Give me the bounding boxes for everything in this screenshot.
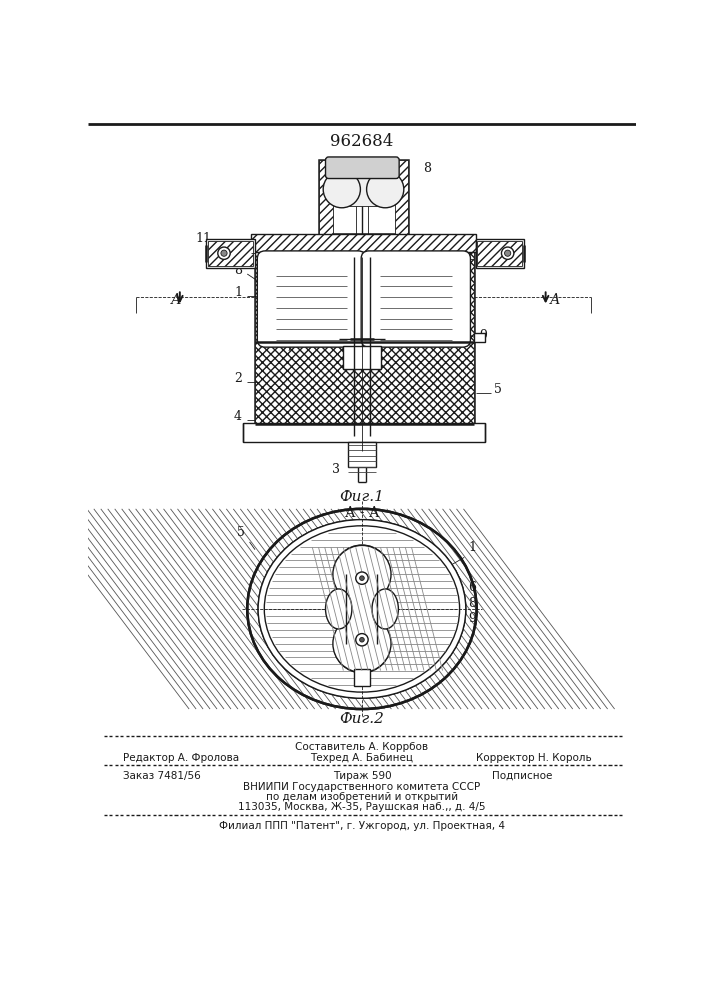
- Text: Техред А. Бабинец: Техред А. Бабинец: [310, 753, 414, 763]
- Ellipse shape: [264, 526, 460, 692]
- Text: 2: 2: [234, 372, 242, 385]
- Text: 113035, Москва, Ж-35, Раушская наб.,, д. 4/5: 113035, Москва, Ж-35, Раушская наб.,, д.…: [238, 802, 486, 812]
- Bar: [358, 256, 369, 343]
- Text: 1: 1: [234, 286, 242, 299]
- Text: Подписное: Подписное: [492, 771, 553, 781]
- Bar: [348, 442, 376, 466]
- Text: 962684: 962684: [330, 133, 394, 150]
- Bar: [349, 572, 374, 646]
- Bar: [341, 172, 385, 206]
- Text: 6: 6: [468, 581, 476, 594]
- Text: Тираж 590: Тираж 590: [332, 771, 391, 781]
- Circle shape: [367, 171, 404, 208]
- Text: А: А: [549, 293, 560, 307]
- Bar: [206, 239, 255, 268]
- Bar: [477, 241, 522, 266]
- Bar: [346, 574, 378, 644]
- FancyBboxPatch shape: [257, 251, 366, 347]
- Bar: [395, 160, 409, 234]
- Text: 7: 7: [286, 341, 294, 354]
- Bar: [476, 239, 524, 268]
- Circle shape: [505, 250, 510, 256]
- Text: ВНИИПИ Государственного комитета СССР: ВНИИПИ Государственного комитета СССР: [243, 782, 481, 792]
- Text: Корректор Н. Король: Корректор Н. Король: [476, 753, 592, 763]
- Text: 5: 5: [237, 526, 245, 539]
- Bar: [255, 252, 265, 343]
- Ellipse shape: [258, 520, 466, 698]
- Text: Заказ 7481/56: Заказ 7481/56: [123, 771, 201, 781]
- Text: 10: 10: [325, 221, 341, 234]
- Text: Фиг.1: Фиг.1: [339, 490, 385, 504]
- FancyBboxPatch shape: [361, 251, 470, 347]
- Bar: [243, 423, 485, 442]
- Text: 11: 11: [195, 232, 211, 245]
- Text: 4: 4: [234, 410, 242, 423]
- Ellipse shape: [329, 592, 352, 626]
- Circle shape: [360, 637, 364, 642]
- Ellipse shape: [247, 509, 477, 709]
- Text: 8: 8: [423, 162, 431, 175]
- Text: 5: 5: [493, 383, 501, 396]
- Circle shape: [356, 572, 368, 584]
- Bar: [320, 160, 333, 234]
- Bar: [243, 423, 485, 442]
- Ellipse shape: [325, 589, 352, 629]
- Bar: [474, 333, 485, 342]
- Text: Составитель А. Коррбов: Составитель А. Коррбов: [296, 742, 428, 752]
- Text: 9: 9: [468, 612, 476, 625]
- Ellipse shape: [372, 592, 395, 626]
- Ellipse shape: [334, 545, 390, 599]
- Circle shape: [323, 171, 361, 208]
- Bar: [208, 241, 253, 266]
- Ellipse shape: [333, 615, 391, 672]
- Text: Фиг.2: Фиг.2: [339, 712, 385, 726]
- Text: по делам изобретений и открытий: по делам изобретений и открытий: [266, 792, 458, 802]
- Text: 9: 9: [479, 329, 488, 342]
- Circle shape: [501, 247, 514, 259]
- Text: 3: 3: [332, 463, 340, 476]
- Bar: [255, 342, 474, 423]
- Text: А: А: [171, 293, 182, 307]
- Bar: [343, 346, 381, 369]
- Bar: [462, 252, 474, 343]
- Text: 1: 1: [468, 541, 476, 554]
- Ellipse shape: [333, 545, 391, 603]
- Bar: [255, 252, 474, 259]
- Text: 8: 8: [234, 264, 242, 277]
- FancyBboxPatch shape: [325, 157, 399, 179]
- Text: Филиал ППП "Патент", г. Ужгород, ул. Проектная, 4: Филиал ППП "Патент", г. Ужгород, ул. Про…: [219, 821, 505, 831]
- Circle shape: [221, 250, 227, 256]
- Text: Редактор А. Фролова: Редактор А. Фролова: [123, 753, 240, 763]
- Bar: [474, 333, 485, 342]
- Bar: [320, 160, 409, 234]
- Ellipse shape: [334, 619, 390, 673]
- Circle shape: [356, 634, 368, 646]
- Circle shape: [218, 247, 230, 259]
- Ellipse shape: [372, 589, 398, 629]
- Ellipse shape: [258, 520, 466, 698]
- Bar: [354, 669, 370, 686]
- Bar: [251, 234, 476, 252]
- Circle shape: [360, 576, 364, 580]
- Text: 8: 8: [468, 597, 476, 610]
- Text: А - А: А - А: [345, 506, 379, 520]
